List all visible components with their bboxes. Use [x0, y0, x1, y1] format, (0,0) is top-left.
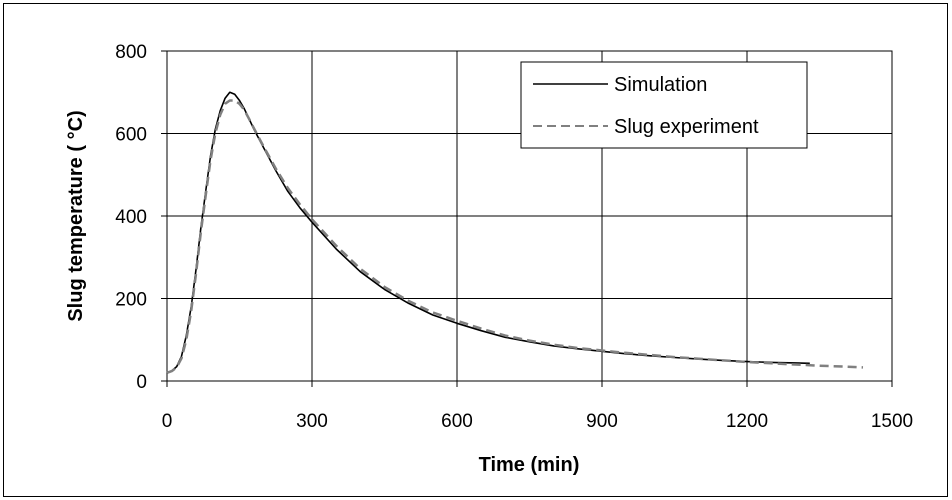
x-tick-label: 1500: [871, 411, 913, 432]
legend-label-simulation: Simulation: [614, 74, 707, 96]
y-tick-label: 600: [115, 125, 147, 146]
x-tick-label: 900: [586, 411, 618, 432]
x-tick-label: 0: [162, 411, 173, 432]
x-tick-label: 300: [296, 411, 328, 432]
x-tick-label: 600: [441, 411, 473, 432]
x-axis-title: Time (min): [479, 454, 580, 476]
y-axis-title: Slug temperature ( °C): [65, 110, 87, 321]
legend: Simulation Slug experiment: [520, 61, 808, 149]
tick-labels: 0 300 600 900 1200 1500 0 200 400 600 800: [115, 42, 913, 432]
legend-box: [520, 61, 808, 149]
y-tick-label: 200: [115, 290, 147, 311]
y-tick-label: 800: [115, 42, 147, 63]
y-tick-label: 400: [115, 207, 147, 228]
y-tick-label: 0: [136, 372, 147, 393]
series-line-slug-experiment: [166, 99, 864, 374]
x-tick-label: 1200: [726, 411, 768, 432]
series-lines: [166, 91, 864, 374]
legend-label-slug-experiment: Slug experiment: [614, 116, 759, 138]
